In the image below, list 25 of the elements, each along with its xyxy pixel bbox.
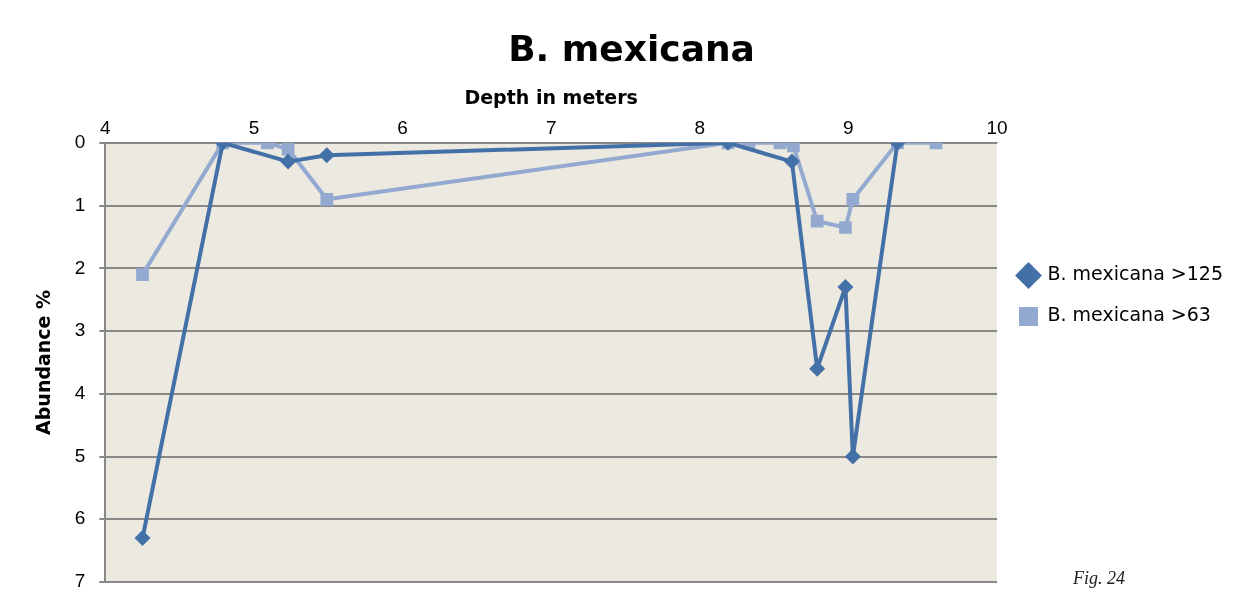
x-tick-label: 4 <box>100 116 112 138</box>
y-tick-label: 4 <box>74 382 86 404</box>
y-tick-label: 3 <box>74 319 86 341</box>
x-tick-label: 7 <box>545 116 557 138</box>
x-tick-label: 9 <box>843 116 854 138</box>
y-tick-label: 0 <box>74 131 86 153</box>
legend-label: B. mexicana >63 <box>1047 303 1211 326</box>
point <box>839 221 852 234</box>
point <box>136 268 149 281</box>
y-tick-label: 7 <box>74 570 86 592</box>
x-tick-label: 8 <box>694 116 706 138</box>
y-tick-label: 1 <box>74 193 86 215</box>
y-tick-label: 5 <box>74 444 86 466</box>
chart-title: B. mexicana <box>508 27 755 69</box>
legend-label: B. mexicana >125 <box>1047 262 1223 285</box>
point <box>787 142 800 153</box>
y-tick-label: 2 <box>74 256 86 278</box>
x-tick-label: 6 <box>397 116 408 138</box>
y-tick-label: 6 <box>74 507 86 529</box>
x-tick-label: 5 <box>248 116 260 138</box>
caption: Fig. 24 <box>1072 568 1125 588</box>
point <box>844 448 861 465</box>
y-axis-title: Abundance % <box>32 289 55 435</box>
x-axis-title: Depth in meters <box>464 85 638 108</box>
x-tick-label: 10 <box>986 116 1008 138</box>
